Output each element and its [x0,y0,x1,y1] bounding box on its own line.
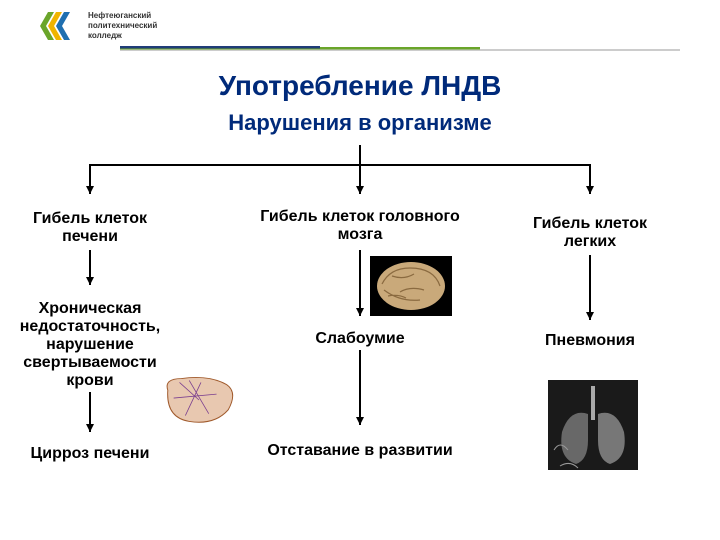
decorative-line [120,46,680,52]
node-lungs: Пневмония [505,332,675,350]
arrow [589,255,591,320]
logo-text: Нефтеюганский политехнический колледж [88,11,157,41]
node-brain: Отставание в развитии [260,442,460,460]
logo-icon [40,8,82,44]
node-liver: Гибель клеток печени [5,210,175,246]
node-brain: Слабоумие [260,330,460,348]
logo-line-3: колледж [88,31,157,41]
arrow [89,392,91,432]
liver-icon [160,370,238,430]
connector-hbar [90,164,590,166]
arrow [359,350,361,425]
arrow [359,250,361,316]
node-liver: Хроническая недостаточность, нарушение с… [5,300,175,390]
brain-icon [370,256,452,316]
arrow [89,250,91,285]
logo: Нефтеюганский политехнический колледж [40,8,157,44]
node-lungs: Гибель клеток легких [505,215,675,251]
page-subtitle: Нарушения в организме [0,110,720,136]
arrow [89,164,91,194]
node-brain: Гибель клеток головного мозга [260,208,460,244]
arrow [359,164,361,194]
lungs-icon [548,380,638,470]
page-title: Употребление ЛНДВ [0,70,720,102]
arrow [589,164,591,194]
connector-stem [359,145,361,164]
logo-line-1: Нефтеюганский [88,11,157,21]
slide-canvas: Нефтеюганский политехнический колледж Уп… [0,0,720,540]
logo-line-2: политехнический [88,21,157,31]
node-liver: Цирроз печени [5,445,175,463]
